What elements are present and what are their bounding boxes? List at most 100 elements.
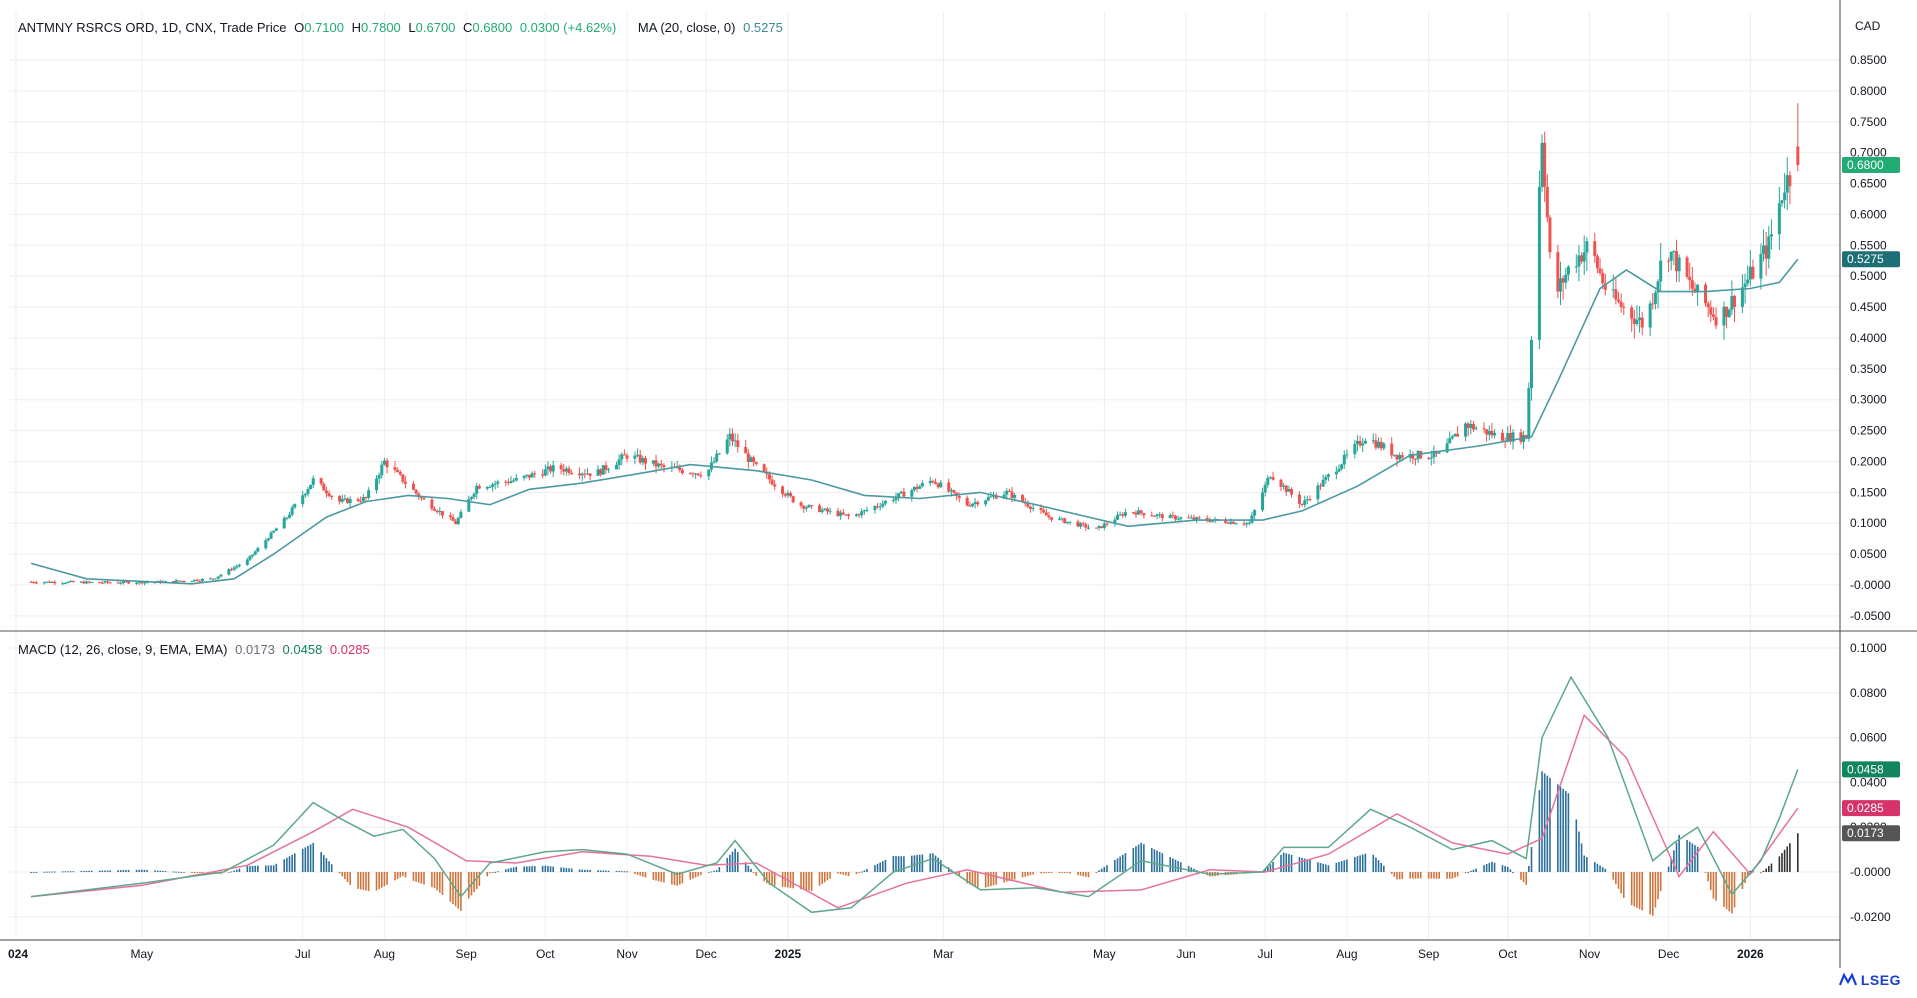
macd-histogram-bar	[681, 872, 684, 884]
candle-body	[1466, 423, 1470, 428]
macd-histogram-bar	[729, 854, 731, 872]
candle-body	[1469, 424, 1473, 428]
candle-body	[654, 460, 658, 467]
macd-histogram-bar	[1322, 863, 1324, 872]
macd-histogram-bar	[1335, 862, 1338, 872]
candle-body	[1474, 428, 1478, 430]
macd-histogram-bar	[1079, 872, 1082, 876]
candle-body	[847, 514, 851, 517]
macd-pane[interactable]	[30, 675, 1799, 916]
macd-histogram-bar	[829, 872, 831, 879]
ma-line	[30, 258, 1799, 585]
macd-histogram-bar	[449, 872, 452, 902]
macd-histogram-bar	[1612, 872, 1615, 880]
candle-body	[1279, 479, 1283, 487]
macd-histogram-bar	[1617, 872, 1620, 889]
macd-hist-value: 0.0173	[235, 642, 275, 657]
candle-body	[1653, 292, 1657, 304]
candle-body	[636, 454, 640, 456]
candle-body	[1229, 521, 1233, 524]
candle-body	[1611, 289, 1615, 291]
macd-histogram-bar	[974, 872, 976, 887]
macd-histogram-bar	[673, 872, 676, 886]
candle-body	[1640, 317, 1644, 328]
candle-body	[1432, 450, 1436, 458]
macd-histogram-bar	[1380, 862, 1382, 872]
macd-title[interactable]: MACD (12, 26, close, 9, EMA, EMA)	[18, 642, 228, 657]
candle-body	[876, 506, 880, 508]
candle-body	[1319, 485, 1323, 487]
candle-body	[1685, 257, 1689, 277]
candle-body	[285, 517, 289, 519]
macd-histogram-bar	[1530, 847, 1533, 872]
macd-histogram-bar	[544, 865, 547, 872]
candle-body	[179, 580, 183, 582]
candle-body	[496, 481, 500, 484]
macd-histogram-bar	[235, 869, 238, 872]
candle-body	[396, 470, 400, 472]
candle-body	[340, 499, 344, 502]
macd-histogram-bar	[1786, 846, 1789, 872]
macd-histogram-bar	[486, 872, 489, 877]
macd-histogram-bar	[1549, 777, 1551, 872]
macd-histogram-bar	[507, 868, 510, 872]
macd-histogram-bar	[1633, 872, 1636, 907]
macd-histogram-bar	[307, 845, 309, 872]
candle-body	[1013, 494, 1017, 498]
candle-body	[1316, 485, 1320, 500]
candle-body	[1353, 443, 1357, 455]
macd-histogram-bar	[286, 857, 288, 872]
candle-body	[303, 493, 307, 496]
candle-body	[124, 581, 128, 583]
candle-body	[1084, 524, 1088, 528]
close-price-badge	[1842, 157, 1900, 173]
ma-label[interactable]: MA (20, close, 0)	[637, 20, 736, 35]
symbol-title[interactable]: ANTMNY RSRCS ORD, 1D, CNX, Trade Price	[18, 20, 287, 35]
candle-body	[182, 580, 186, 582]
macd-histogram-bar	[439, 872, 441, 893]
candle-body	[1158, 514, 1162, 516]
macd-histogram-bar	[1504, 865, 1506, 872]
candle-body	[348, 499, 352, 504]
macd-histogram-bar	[357, 872, 359, 889]
macd-histogram-bar	[1583, 855, 1586, 872]
macd-histogram-bar	[98, 870, 101, 872]
candle-body	[968, 505, 972, 507]
candle-body	[116, 582, 120, 584]
macd-histogram-bar	[1356, 856, 1359, 872]
macd-line	[31, 675, 1799, 914]
candle-body	[1118, 514, 1122, 516]
macd-histogram-bar	[1580, 843, 1583, 872]
candle-body	[1448, 438, 1452, 444]
time-tick-label: Nov	[616, 947, 637, 961]
macd-histogram-bar	[715, 870, 718, 872]
candle-body	[330, 496, 334, 498]
candle-body	[530, 473, 534, 478]
macd-histogram-bar	[1704, 872, 1707, 873]
lseg-mark-icon	[1838, 973, 1857, 986]
macd-histogram-bar	[1280, 854, 1282, 872]
macd-histogram-bar	[293, 853, 296, 872]
candle-body	[807, 505, 811, 508]
macd-histogram-bar	[692, 872, 694, 879]
candle-body	[1395, 454, 1399, 460]
candle-body	[659, 463, 663, 466]
candle-body	[145, 582, 149, 584]
candle-body	[1500, 432, 1504, 441]
candle-body	[733, 440, 737, 442]
macd-histogram-bar	[1485, 864, 1488, 872]
macd-histogram-bar	[1085, 872, 1087, 877]
candle-body	[989, 496, 993, 498]
candle-body	[1342, 454, 1346, 465]
candle-body	[237, 564, 241, 567]
macd-histogram-bar	[810, 872, 813, 891]
macd-histogram-bar	[1762, 870, 1765, 872]
ma-price-badge-label: 0.5275	[1847, 252, 1884, 266]
candle-body	[897, 493, 901, 498]
price-pane[interactable]	[29, 103, 1800, 586]
macd-histogram-bar	[1285, 853, 1288, 872]
macd-histogram-bar	[855, 872, 858, 875]
candle-body	[1197, 517, 1201, 519]
candle-body	[174, 580, 178, 583]
